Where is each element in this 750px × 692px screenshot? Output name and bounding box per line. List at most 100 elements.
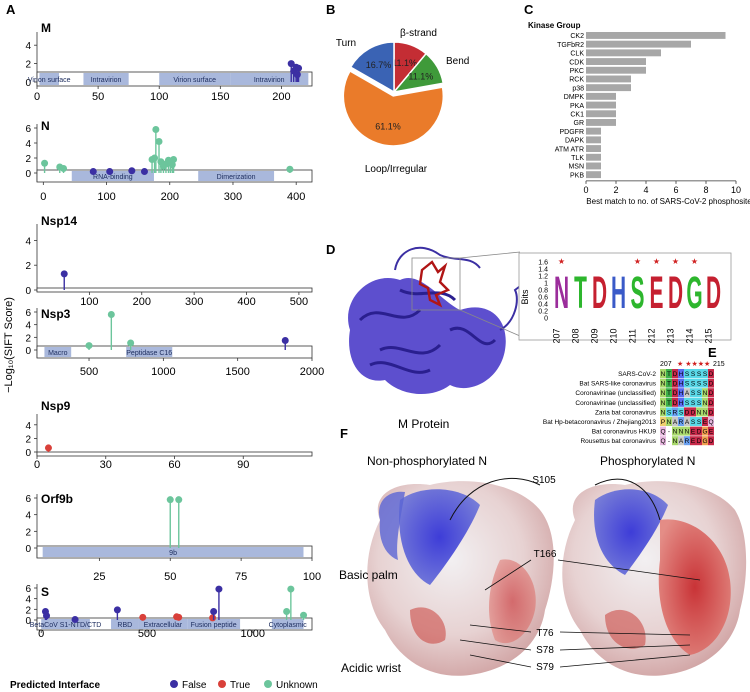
logo-star: ★ xyxy=(672,257,679,266)
y-tick-label: 6 xyxy=(25,584,31,595)
lollipop-head xyxy=(85,342,93,350)
y-tick-label: 4 xyxy=(25,321,31,332)
logo-y-tick: 0 xyxy=(544,316,548,323)
align-residue: S xyxy=(697,371,702,378)
kinase-label: CK1 xyxy=(570,112,584,119)
align-residue: Q xyxy=(660,438,665,445)
align-cell xyxy=(678,369,684,378)
align-residue: G xyxy=(702,438,707,445)
align-cell xyxy=(684,426,690,436)
align-cell xyxy=(666,426,672,436)
logo-position-label: 212 xyxy=(647,328,657,343)
align-cell xyxy=(672,397,678,407)
logo-letter: D xyxy=(706,267,721,318)
logo-y-label: Bits xyxy=(520,289,530,305)
align-residue: S xyxy=(697,419,702,426)
lollipop-head xyxy=(215,585,223,593)
kinase-bar xyxy=(586,32,726,39)
domain-label: Extracellular xyxy=(144,622,183,629)
align-residue: E xyxy=(703,419,708,426)
align-residue: S xyxy=(667,409,672,416)
align-cell xyxy=(684,407,690,417)
lollipop-head xyxy=(43,612,51,620)
align-cell xyxy=(702,378,708,388)
align-residue: H xyxy=(679,400,684,407)
pie-value-label: 16.7% xyxy=(366,60,392,70)
align-cell xyxy=(690,378,696,388)
align-cell xyxy=(702,397,708,407)
panel-letter-a: A xyxy=(6,2,16,17)
y-tick-label: 0 xyxy=(25,169,31,180)
align-cell xyxy=(684,417,690,426)
align-cell xyxy=(660,369,666,378)
x-tick-label: 400 xyxy=(237,296,255,308)
x-tick-label: 30 xyxy=(100,459,112,471)
align-residue: N xyxy=(685,429,690,436)
align-species-label: Coronavirinae (unclassified) xyxy=(575,400,656,407)
x-tick-label: 300 xyxy=(185,296,203,308)
lollipop-head xyxy=(300,611,308,619)
x-tick-label: 25 xyxy=(93,571,105,583)
align-residue: S xyxy=(685,381,690,388)
lollipop-head xyxy=(71,615,79,623)
align-cell xyxy=(678,378,684,388)
align-residue: D xyxy=(709,390,714,397)
lollipop-panel-nsp3: Nsp3 0 24 6 Macro Peptidase C16 500 1000 1500 200… xyxy=(25,307,324,378)
x-tick-label: 0 xyxy=(34,459,40,471)
x-tick-label: 4 xyxy=(643,185,648,195)
domain-block xyxy=(44,347,72,357)
align-residue: D xyxy=(697,438,702,445)
align-cell xyxy=(672,417,678,426)
y-tick-label: 4 xyxy=(25,41,31,52)
x-tick-label: 0 xyxy=(38,628,44,640)
align-cell xyxy=(666,436,672,446)
logo-y-tick: 0.2 xyxy=(538,309,548,316)
x-tick-label: 50 xyxy=(164,571,176,583)
panel-title-nsp3: Nsp3 xyxy=(41,307,71,321)
align-end-label: 215 xyxy=(713,361,725,368)
kinase-label: DMPK xyxy=(564,94,585,101)
align-residue: S xyxy=(685,371,690,378)
align-cell xyxy=(678,417,684,426)
lollipop-panel-m: M 0 2 4 Virion surface Intravirion Virion surf… xyxy=(25,21,313,103)
align-residue: A xyxy=(685,419,690,426)
logo-y-tick: 1.6 xyxy=(538,260,548,267)
lollipop-head xyxy=(152,126,160,133)
x-tick-label: 2000 xyxy=(300,366,324,378)
x-tick-label: 60 xyxy=(168,459,180,471)
align-cell xyxy=(708,407,714,417)
lollipop-head xyxy=(293,71,301,79)
kinase-label: TGFbR2 xyxy=(557,42,584,49)
lollipop-head xyxy=(281,337,289,344)
y-tick-label: 4 xyxy=(25,595,31,606)
kinase-bar xyxy=(586,101,616,109)
align-residue: D xyxy=(685,409,690,416)
sequence-logo: Bits 00.20.40.60.811.21.41.6 N 207 ★ T 208 D 209… xyxy=(518,252,732,344)
align-cell xyxy=(666,388,672,398)
logo-letter: E xyxy=(650,267,664,318)
align-cell xyxy=(660,436,666,446)
label-s78: S78 xyxy=(536,645,554,656)
align-residue: D xyxy=(709,438,714,445)
domain-label: RNA-binding xyxy=(93,174,133,181)
y-tick-label: 0 xyxy=(25,448,31,459)
align-residue: S xyxy=(691,419,696,426)
pie-category-label: Bend xyxy=(446,56,469,67)
logo-frame xyxy=(518,252,732,341)
domain-label: Fusion peptide xyxy=(191,622,237,629)
align-cell xyxy=(660,407,666,417)
x-tick-label: 10 xyxy=(731,185,741,195)
kinase-bar xyxy=(586,136,601,144)
align-cell xyxy=(708,388,714,398)
lollipop-head xyxy=(295,64,303,72)
align-residue: Q xyxy=(708,419,713,426)
align-cell xyxy=(678,397,684,407)
align-residue: T xyxy=(667,400,671,407)
domain-block xyxy=(71,171,154,181)
align-cell xyxy=(702,426,708,436)
x-tick-label: 100 xyxy=(80,296,98,308)
kinase-label: PDGFR xyxy=(560,129,585,136)
